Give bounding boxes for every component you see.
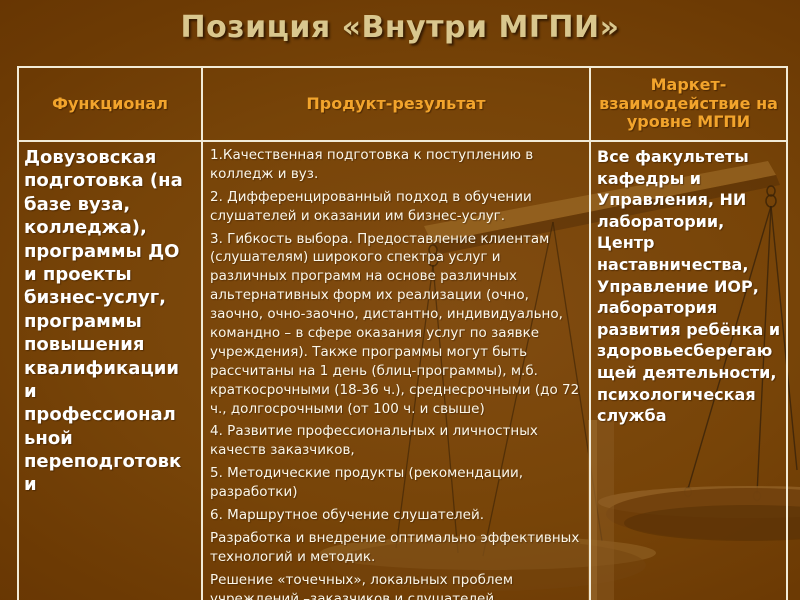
product-result-item-8: Решение «точечных», локальных проблем уч… — [210, 571, 514, 600]
column-header-product-result: Продукт-результат — [201, 66, 591, 142]
product-result-item-1: 1.Качественная подготовка к поступлению … — [210, 147, 534, 182]
product-result-item-2: 2. Дифференцированный подход в обучении … — [210, 188, 532, 224]
product-result-item-5: 5. Методические продукты (рекомендации, … — [210, 465, 524, 501]
product-result-item-6: 6. Маршрутное обучение слушателей. — [210, 507, 485, 524]
product-result-item-4: 4. Развитие профессиональных и личностны… — [210, 423, 538, 459]
position-table: Функционал Продукт-результат Маркет-взаи… — [17, 66, 788, 600]
cell-market-interaction: Все факультеты кафедры и Управления, НИ … — [589, 139, 788, 600]
cell-functional: Довузовская подготовка (на базе вуза, ко… — [17, 139, 203, 600]
cell-product-result: 1.Качественная подготовка к поступлению … — [201, 139, 591, 600]
slide-title: Позиция «Внутри МГПИ» — [180, 10, 620, 45]
column-header-functional: Функционал — [17, 66, 203, 142]
product-result-item-3: 3. Гибкость выбора. Предоставление клиен… — [210, 230, 580, 417]
column-header-market-interaction: Маркет-взаимодействие на уровне МГПИ — [589, 66, 788, 142]
product-result-item-7: Разработка и внедрение оптимально эффект… — [210, 529, 580, 565]
table-body-row: Довузовская подготовка (на базе вуза, ко… — [17, 139, 788, 600]
table-header-row: Функционал Продукт-результат Маркет-взаи… — [17, 66, 788, 142]
